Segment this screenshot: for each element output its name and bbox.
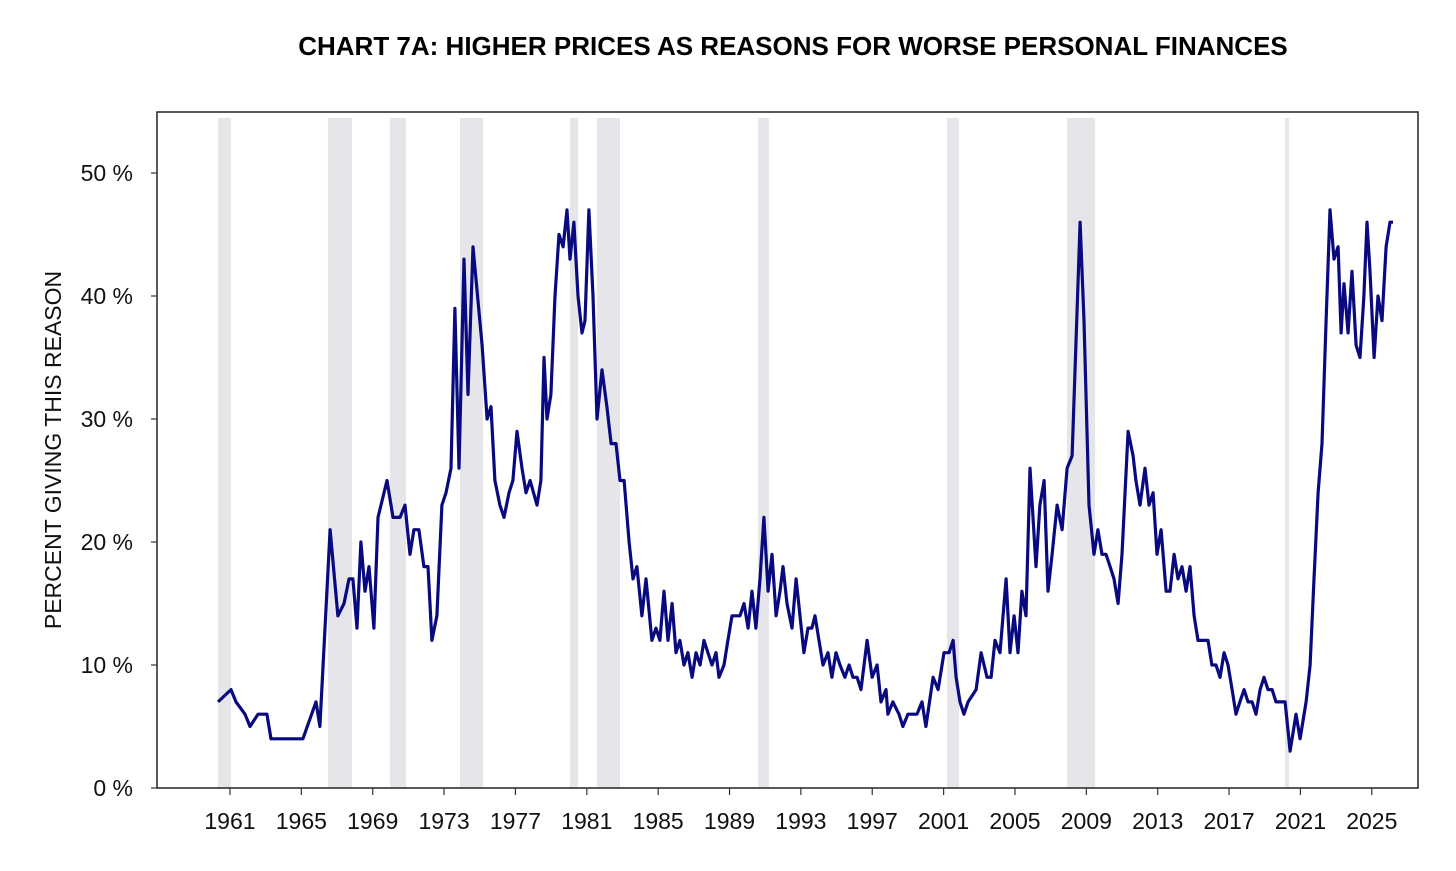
x-tick-label: 2021: [1275, 808, 1326, 834]
x-tick-label: 1985: [633, 808, 684, 834]
recession-band: [758, 118, 769, 788]
y-tick-label: 50 %: [81, 160, 133, 186]
y-tick-label: 10 %: [81, 652, 133, 678]
x-tick-label: 2009: [1061, 808, 1112, 834]
y-tick-label: 30 %: [81, 406, 133, 432]
x-tick-label: 2001: [918, 808, 969, 834]
y-tick-label: 20 %: [81, 529, 133, 555]
x-tick-label: 1969: [347, 808, 398, 834]
x-tick-label: 2017: [1203, 808, 1254, 834]
y-axis: 0 % 10 % 20 % 30 % 40 % 50 %: [81, 160, 157, 801]
x-tick-label: 1989: [704, 808, 755, 834]
x-tick-label: 1997: [847, 808, 898, 834]
recession-band: [1285, 118, 1290, 788]
x-tick-label: 2005: [989, 808, 1040, 834]
y-tick-label: 40 %: [81, 283, 133, 309]
recession-band: [946, 118, 959, 788]
x-tick-label: 1965: [276, 808, 327, 834]
y-axis-label: PERCENT GIVING THIS REASON: [40, 271, 66, 629]
x-tick-label: 1961: [204, 808, 255, 834]
x-axis: 1961 1965 1969 1973 1977 1981 1985 1989 1993 1997…: [204, 788, 1397, 834]
x-tick-label: 1993: [775, 808, 826, 834]
x-tick-label: 2013: [1132, 808, 1183, 834]
series-line-higher-prices: [216, 208, 1393, 753]
recession-band: [459, 118, 483, 788]
recession-band: [570, 118, 579, 788]
plot-frame: [156, 111, 1419, 789]
recession-band: [327, 118, 353, 788]
x-tick-label: 2025: [1346, 808, 1397, 834]
chart-title: CHART 7A: HIGHER PRICES AS REASONS FOR W…: [298, 31, 1288, 61]
recession-band: [390, 118, 407, 788]
recession-band: [596, 118, 620, 788]
x-tick-label: 1973: [418, 808, 469, 834]
x-tick-label: 1981: [561, 808, 612, 834]
x-tick-label: 1977: [490, 808, 541, 834]
recession-band: [218, 118, 232, 788]
y-tick-label: 0 %: [93, 775, 133, 801]
